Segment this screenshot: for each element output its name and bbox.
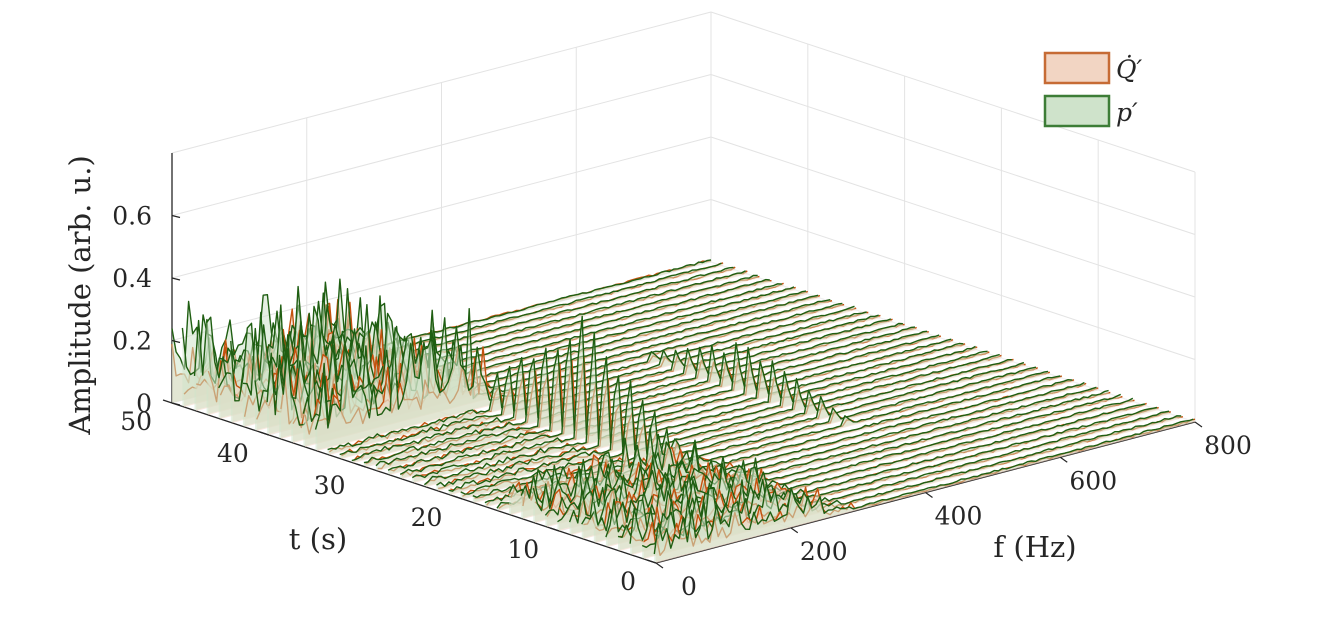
slice-line-p xyxy=(375,326,916,467)
t-tick-mark xyxy=(356,463,366,468)
slice-line-p xyxy=(411,315,952,479)
z-tick-label: 0 xyxy=(136,389,152,418)
legend-label-pressure: p′ xyxy=(1116,98,1138,127)
t-tick-label: 20 xyxy=(411,503,443,532)
t-tick-label: 10 xyxy=(507,535,539,564)
slice-line-p xyxy=(399,334,940,476)
slice-line-p xyxy=(653,418,1194,555)
f-tick-mark xyxy=(655,562,664,569)
f-tick-mark xyxy=(790,527,799,534)
grid-line xyxy=(710,136,1196,298)
slice-fill-p xyxy=(363,323,903,467)
t-tick-label: 40 xyxy=(217,439,249,468)
z-tick-mark xyxy=(171,277,181,281)
legend: Q̇′ p′ xyxy=(1043,51,1142,128)
slice-line-p xyxy=(387,330,928,471)
z-tick-label: 0.4 xyxy=(112,264,152,293)
slice-fill-p xyxy=(327,311,867,455)
slice-line-p xyxy=(581,393,1121,527)
grid-line xyxy=(710,11,1196,173)
t-tick-mark xyxy=(550,527,560,532)
spectrum-slices xyxy=(171,259,1196,563)
grid-line xyxy=(171,136,712,279)
grid-line xyxy=(710,199,1196,360)
slice-line-p xyxy=(351,318,892,462)
slice-line-p xyxy=(206,270,746,394)
t-tick-label: 30 xyxy=(314,471,346,500)
f-tick-label: 600 xyxy=(1069,466,1117,495)
z-axis-label: Amplitude (arb. u.) xyxy=(63,155,97,436)
t-tick-mark xyxy=(259,431,269,436)
slice-line-p xyxy=(605,403,1146,538)
z-tick-mark xyxy=(171,214,181,219)
t-tick-mark xyxy=(453,495,463,500)
t-tick-label: 50 xyxy=(120,407,152,436)
legend-swatch-pressure xyxy=(1043,94,1111,128)
slice-line-p xyxy=(460,353,1000,495)
f-tick-mark xyxy=(925,492,933,498)
y-axis-label: t (s) xyxy=(289,522,347,556)
slice-line-p xyxy=(171,259,712,380)
slice-fill-p xyxy=(351,318,891,463)
legend-swatch-heat-release xyxy=(1043,51,1111,85)
slice-line-p xyxy=(448,350,988,492)
f-tick-label: 400 xyxy=(935,502,983,531)
grid-line xyxy=(171,11,712,154)
slice-line-p xyxy=(327,311,867,451)
z-tick-mark xyxy=(171,402,181,406)
slice-line-p xyxy=(363,322,903,464)
f-tick-label: 0 xyxy=(681,572,697,601)
f-tick-mark xyxy=(1059,456,1068,463)
slice-line-p xyxy=(423,331,964,486)
slice-line-p xyxy=(544,381,1085,516)
z-tick-label: 0.2 xyxy=(112,327,152,356)
t-tick-label: 0 xyxy=(620,567,636,596)
z-tick-mark xyxy=(171,339,181,344)
grid-line xyxy=(710,74,1196,235)
grid-line xyxy=(171,74,712,216)
t-tick-mark xyxy=(162,399,173,404)
f-tick-label: 200 xyxy=(800,537,848,566)
t-tick-mark xyxy=(646,559,657,564)
slice-line-p xyxy=(266,290,807,416)
f-tick-label: 800 xyxy=(1204,431,1252,460)
legend-label-heat-release: Q̇′ xyxy=(1116,55,1142,84)
slice-line-p xyxy=(436,345,976,487)
f-tick-mark xyxy=(1194,421,1203,428)
x-axis-label: f (Hz) xyxy=(993,530,1076,564)
slice-line-p xyxy=(278,294,819,399)
z-tick-label: 0.6 xyxy=(112,202,152,231)
